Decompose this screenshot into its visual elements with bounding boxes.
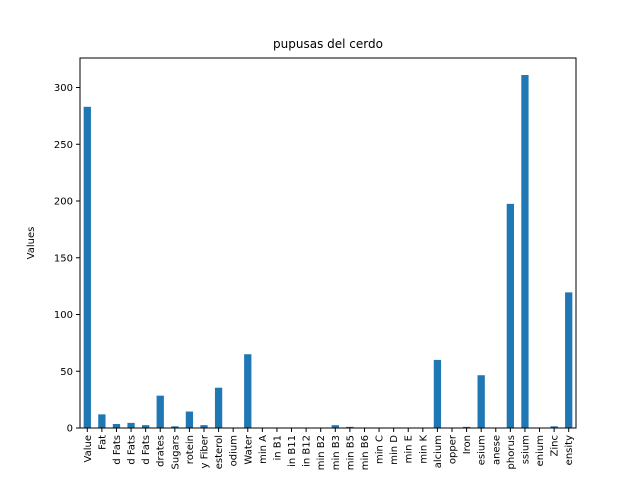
x-tick-label: odium <box>229 435 240 466</box>
x-tick-label: min B5 <box>345 435 356 470</box>
x-tick-label: esium <box>477 435 488 465</box>
bar <box>462 426 471 428</box>
x-tick-label: min E <box>404 435 415 463</box>
bar <box>331 425 339 428</box>
bar <box>565 292 573 428</box>
x-tick-label: min B6 <box>360 435 371 470</box>
x-tick-label: d Fats <box>112 435 123 465</box>
y-axis-title: Values <box>26 227 37 260</box>
bar <box>127 422 135 428</box>
x-tick-label: in B1 <box>272 435 283 461</box>
x-tick-label: drates <box>156 435 167 467</box>
bar <box>506 203 514 428</box>
x-tick-label: min D <box>389 435 400 465</box>
x-tick-label: alcium <box>433 435 444 468</box>
x-tick-label: esterol <box>214 435 225 469</box>
chart-title: pupusas del cerdo <box>273 37 383 51</box>
x-tick-label: min K <box>418 435 429 464</box>
bar <box>521 75 529 428</box>
bar <box>214 387 223 428</box>
x-axis: Value Fat d Fats d Fats d Fats drates Sugars ro… <box>83 428 575 470</box>
bar <box>83 106 91 428</box>
y-tick-label: 300 <box>54 83 73 94</box>
x-tick-label: Fat <box>97 435 108 450</box>
x-tick-label: Zinc <box>550 435 561 456</box>
y-tick-label: 100 <box>54 310 73 321</box>
x-tick-label: min C <box>375 435 386 464</box>
bar <box>200 425 208 428</box>
x-tick-label: min B3 <box>331 435 342 470</box>
bar <box>185 411 194 428</box>
x-tick-label: d Fats <box>127 435 138 465</box>
x-tick-label: anese <box>491 435 502 465</box>
bar <box>550 426 558 428</box>
x-tick-label: in B11 <box>287 435 298 467</box>
x-tick-label: phorus <box>506 435 517 469</box>
bar <box>346 426 354 428</box>
bar <box>142 425 150 428</box>
y-tick-label: 0 <box>67 424 73 435</box>
y-tick-label: 200 <box>54 197 73 208</box>
bar <box>244 354 252 428</box>
x-tick-label: Sugars <box>170 435 181 469</box>
y-tick-label: 50 <box>60 367 73 378</box>
bar-series <box>83 75 573 428</box>
bar <box>477 375 485 428</box>
bar <box>112 424 121 428</box>
y-axis: 0 50 100 150 200 250 300 <box>54 83 80 435</box>
x-tick-label: min B2 <box>316 435 327 470</box>
x-tick-label: opper <box>448 434 459 464</box>
bar <box>156 395 164 428</box>
x-tick-label: min A <box>258 435 269 464</box>
bar <box>171 426 179 428</box>
x-tick-label: Iron <box>462 435 473 454</box>
bar <box>433 359 442 428</box>
x-tick-label: rotein <box>185 435 196 464</box>
plot-frame <box>79 57 577 429</box>
x-tick-label: in B12 <box>302 435 313 467</box>
x-tick-label: ensity <box>564 435 575 465</box>
x-tick-label: d Fats <box>141 435 152 465</box>
y-tick-label: 250 <box>54 140 73 151</box>
x-tick-label: enium <box>535 435 546 466</box>
x-tick-label: Value <box>83 435 94 462</box>
y-tick-label: 150 <box>54 253 73 264</box>
bar <box>98 414 106 428</box>
x-tick-label: ssium <box>520 435 531 464</box>
x-tick-label: Water <box>243 434 254 464</box>
x-tick-label: y Fiber <box>200 434 211 468</box>
